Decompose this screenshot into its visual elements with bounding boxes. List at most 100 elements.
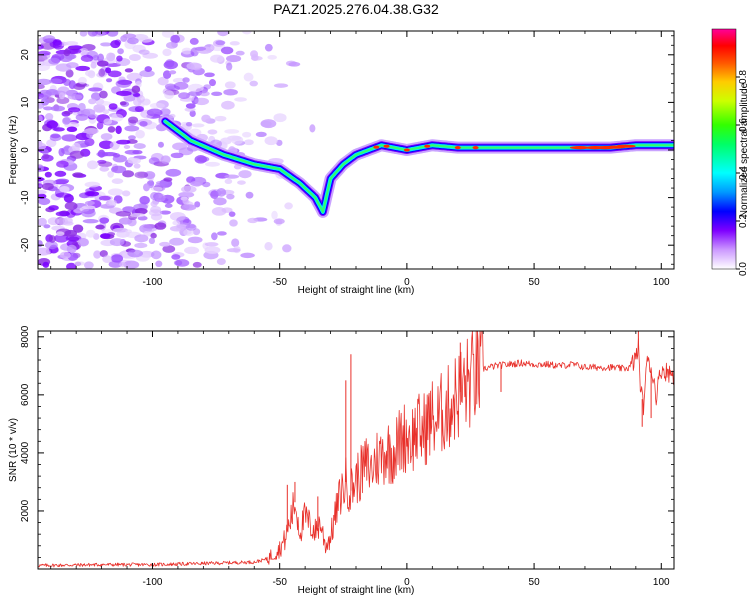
spectrogram-noise-blob bbox=[118, 217, 133, 225]
spectrogram-noise-blob bbox=[226, 55, 242, 63]
spectrogram-noise-blob bbox=[44, 241, 58, 250]
spectrogram-noise-blob bbox=[150, 201, 158, 208]
spectrogram-noise-blob bbox=[226, 62, 233, 71]
spectrogram-noise-blob bbox=[115, 79, 132, 88]
spectrogram-noise-blob bbox=[169, 237, 185, 246]
spectrogram-noise-blob bbox=[204, 242, 219, 247]
spectrogram-noise-blob bbox=[93, 250, 102, 259]
spectrogram-noise-blob bbox=[235, 50, 245, 56]
spectrogram-noise-blob bbox=[245, 191, 254, 199]
spectrogram-noise-blob bbox=[99, 217, 110, 224]
spectrogram-noise-blob bbox=[84, 128, 99, 135]
spectrogram-noise-blob bbox=[67, 107, 81, 113]
spectrogram-noise-blob bbox=[38, 247, 51, 256]
snr-x-tick-label: 0 bbox=[404, 577, 410, 588]
spectrogram-noise-blob bbox=[142, 223, 159, 232]
spectrogram-noise-blob bbox=[56, 217, 69, 226]
snr-x-label: Height of straight line (km) bbox=[298, 585, 415, 596]
spectrogram-noise-blob bbox=[139, 120, 148, 127]
spectrogram-noise-blob bbox=[221, 207, 233, 213]
spectrogram-noise-blob bbox=[273, 83, 289, 88]
spectrogram-noise-blob bbox=[127, 37, 139, 45]
spectrogram-noise-blob bbox=[185, 103, 196, 109]
spectrogram-hot-spot bbox=[403, 148, 410, 152]
spectrogram-noise-blob bbox=[163, 177, 173, 182]
spectrogram-y-tick-label: 20 bbox=[20, 49, 31, 61]
spectrogram-noise-blob bbox=[184, 107, 196, 112]
spectrogram-noise-blob bbox=[155, 180, 169, 186]
spectrogram-noise-blob bbox=[38, 62, 50, 72]
spectrogram-noise-blob bbox=[242, 31, 252, 35]
spectrogram-noise-blob bbox=[99, 90, 108, 99]
spectrogram-x-ticks: -100 -50 0 50 100 bbox=[50, 31, 670, 288]
spectrogram-noise-blob bbox=[191, 123, 205, 128]
spectrogram-noise-blob bbox=[164, 59, 175, 68]
spectrogram-noise-blob bbox=[82, 218, 99, 224]
spectrogram-noise-blob bbox=[134, 171, 149, 179]
spectrogram-noise-blob bbox=[64, 229, 78, 237]
spectrogram-noise-blob bbox=[133, 143, 146, 150]
colorbar-tick-label: 0.6 bbox=[738, 118, 749, 132]
spectrogram-noise-blob bbox=[109, 238, 125, 247]
snr-x-tick-label: -100 bbox=[142, 577, 162, 588]
spectrogram-x-label: Height of straight line (km) bbox=[298, 285, 415, 296]
spectrogram-noise-blob bbox=[134, 106, 145, 113]
spectrogram-noise-blob bbox=[243, 139, 254, 146]
spectrogram-noise-blob bbox=[107, 188, 124, 196]
spectrogram-noise-blob bbox=[185, 223, 197, 231]
spectrogram-noise-blob bbox=[42, 261, 50, 268]
spectrogram-noise-blob bbox=[88, 87, 103, 92]
spectrogram-hot-spot bbox=[383, 144, 390, 148]
spectrogram-noise-blob bbox=[231, 135, 244, 145]
spectrogram-noise-blob bbox=[107, 70, 122, 78]
spectrogram-noise-blob bbox=[172, 220, 181, 226]
spectrogram-noise-blob bbox=[100, 233, 111, 239]
spectrogram-noise-blob bbox=[115, 211, 132, 217]
spectrogram-noise-blob bbox=[64, 41, 79, 46]
spectrogram-noise-blob bbox=[58, 147, 65, 157]
spectrogram-noise-blob bbox=[61, 134, 73, 141]
spectrogram-y-tick-label: 0 bbox=[20, 147, 31, 153]
spectrogram-noise-blob bbox=[106, 31, 119, 37]
spectrogram-noise-blob bbox=[63, 49, 71, 57]
spectrogram-noise-blob bbox=[96, 121, 104, 130]
spectrogram-noise-blob bbox=[150, 186, 163, 192]
spectrogram-noise-blob bbox=[170, 152, 184, 159]
spectrogram-noise-blob bbox=[128, 53, 141, 61]
spectrogram-noise-blob bbox=[224, 178, 233, 184]
spectrogram-noise-blob bbox=[228, 211, 236, 217]
spectrogram-noise-blob bbox=[133, 163, 141, 169]
spectrogram-noise-blob bbox=[111, 178, 124, 184]
spectrogram-noise-blob bbox=[73, 261, 86, 266]
spectrogram-noise-blob bbox=[55, 178, 70, 184]
spectrogram-noise-blob bbox=[175, 259, 190, 267]
spectrogram-noise-blob bbox=[95, 224, 105, 230]
spectrogram-noise-blob bbox=[181, 204, 197, 211]
spectrogram-noise-blob bbox=[78, 76, 87, 85]
snr-y-label: SNR (10 * v/v) bbox=[8, 418, 19, 482]
spectrogram-noise-blob bbox=[48, 235, 56, 243]
spectrogram-noise-blob bbox=[95, 107, 106, 112]
spectrogram-noise-blob bbox=[238, 170, 252, 179]
spectrogram-noise-blob bbox=[108, 103, 118, 110]
spectrogram-noise-blob bbox=[83, 261, 94, 269]
spectrogram-hot-spot bbox=[454, 146, 461, 150]
spectrogram-noise-blob bbox=[127, 249, 144, 258]
spectrogram-noise-blob bbox=[157, 76, 169, 86]
spectrogram-noise-blob bbox=[87, 70, 96, 79]
spectrogram-noise-blob bbox=[122, 170, 135, 178]
spectrogram-noise-blob bbox=[131, 85, 141, 94]
spectrogram-noise-blob bbox=[264, 136, 278, 146]
spectrogram-hot-spot bbox=[373, 145, 380, 149]
spectrogram-noise-blob bbox=[66, 126, 78, 132]
spectrogram-noise-blob bbox=[72, 172, 84, 178]
spectrogram-noise-blob bbox=[58, 92, 65, 100]
spectrogram-noise-blob bbox=[38, 78, 52, 86]
snr-y-tick-label: 6000 bbox=[20, 383, 31, 406]
spectrogram-noise-blob bbox=[207, 129, 218, 135]
spectrogram-noise-blob bbox=[41, 149, 49, 156]
snr-x-tick-label: 100 bbox=[653, 577, 670, 588]
spectrogram-noise-blob bbox=[189, 37, 199, 45]
spectrogram-noise-blob bbox=[267, 54, 277, 60]
